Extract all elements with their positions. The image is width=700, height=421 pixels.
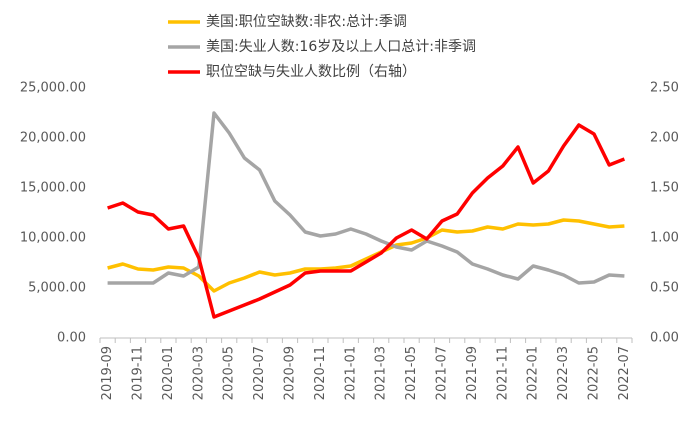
x-tick-label: 2022-01 (526, 346, 541, 400)
x-tick-label: 2019-09 (100, 346, 115, 400)
x-tick-label: 2021-01 (343, 346, 358, 400)
legend: 美国:职位空缺数:非农:总计:季调美国:失业人数:16岁及以上人口总计:非季调职… (168, 14, 476, 80)
y2-tick-label: 0.50 (650, 281, 679, 296)
x-tick-label: 2020-09 (283, 346, 298, 400)
x-tick-label: 2021-03 (374, 346, 389, 400)
x-tick-label: 2019-11 (131, 346, 146, 400)
y-tick-label: 0.00 (57, 331, 86, 346)
x-tick-label: 2022-07 (617, 346, 632, 400)
y2-tick-label: 2.00 (650, 131, 679, 146)
x-tick-label: 2020-11 (313, 346, 328, 400)
legend-label: 美国:失业人数:16岁及以上人口总计:非季调 (206, 39, 476, 55)
series-line (107, 123, 626, 319)
y-tick-label: 15,000.00 (20, 181, 86, 196)
x-tick-label: 2022-05 (587, 346, 602, 400)
y-tick-label: 25,000.00 (20, 81, 86, 96)
x-tick-label: 2020-03 (191, 346, 206, 400)
series-line (107, 218, 625, 293)
legend-label: 职位空缺与失业人数比例（右轴） (206, 64, 416, 80)
legend-label: 美国:职位空缺数:非农:总计:季调 (206, 14, 407, 30)
x-tick-label: 2022-03 (556, 346, 571, 400)
x-tick-label: 2021-11 (495, 346, 510, 400)
x-tick-label: 2021-05 (404, 346, 419, 400)
y-tick-label: 20,000.00 (20, 131, 86, 146)
x-tick-label: 2021-09 (465, 346, 480, 400)
y-tick-label: 10,000.00 (20, 231, 86, 246)
y-tick-label: 5,000.00 (28, 281, 86, 296)
x-tick-label: 2020-07 (252, 346, 267, 400)
y2-tick-label: 2.50 (650, 81, 679, 96)
x-tick-label: 2020-05 (222, 346, 237, 400)
x-tick-label: 2020-01 (161, 346, 176, 400)
series-line (107, 111, 625, 285)
y2-tick-label: 1.50 (650, 181, 679, 196)
y2-tick-label: 1.00 (650, 231, 679, 246)
y2-tick-label: 0.00 (650, 331, 679, 346)
x-tick-label: 2021-07 (435, 346, 450, 400)
